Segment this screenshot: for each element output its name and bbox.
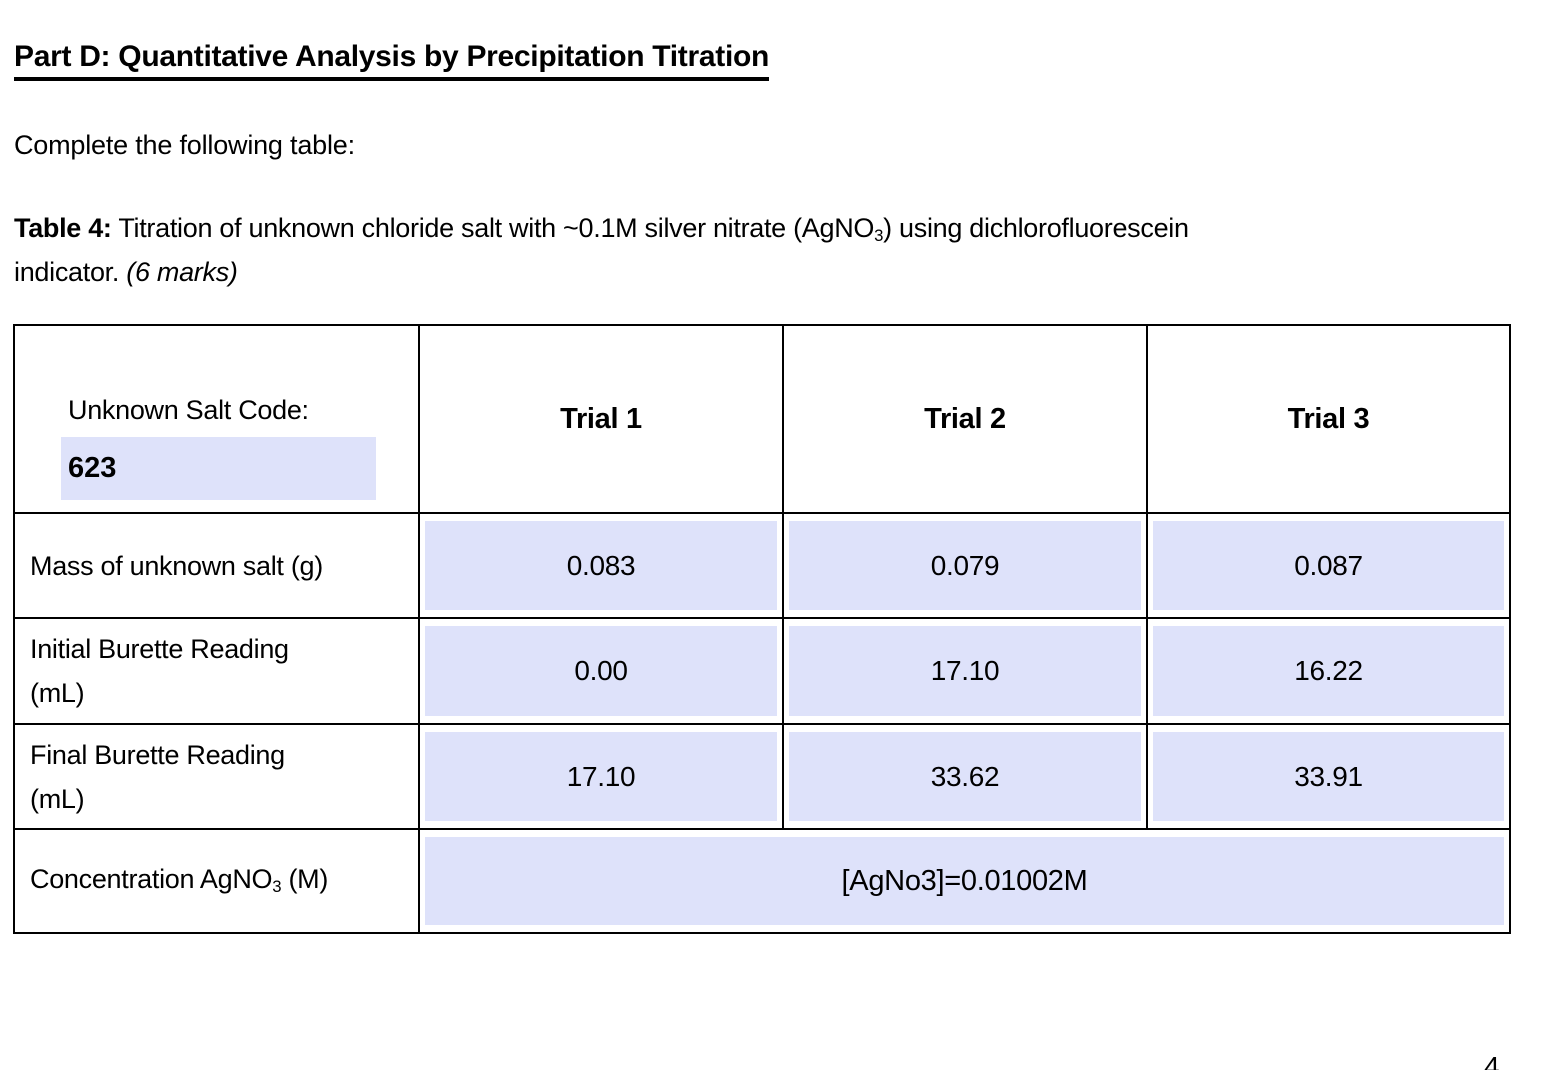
table-caption-line2: indicator. (6 marks) [14, 252, 1554, 293]
page-number: 4 [1484, 1051, 1500, 1070]
final-burette-trial-1-field[interactable]: 17.10 [425, 732, 777, 821]
final-burette-row-label: Final Burette Reading (mL) [13, 723, 420, 830]
table-caption-text-post: ) using dichlorofluorescein [883, 213, 1189, 243]
final-burette-trial-2-cell: 33.62 [782, 723, 1148, 830]
mass-trial-3-field[interactable]: 0.087 [1153, 521, 1504, 610]
table-row-concentration: Concentration AgNO3 (M) [AgNo3]=0.01002M [13, 828, 1511, 934]
mass-trial-2-field[interactable]: 0.079 [789, 521, 1141, 610]
table-caption-marks: (6 marks) [126, 257, 238, 287]
titration-table: Unknown Salt Code: 623 Trial 1 Trial 2 T… [13, 324, 1511, 934]
table-row-mass: Mass of unknown salt (g) 0.083 0.079 0.0… [13, 512, 1511, 619]
table-row-final-burette: Final Burette Reading (mL) 17.10 33.62 3… [13, 723, 1511, 830]
initial-burette-trial-2-cell: 17.10 [782, 617, 1148, 725]
table-caption-text-pre: Titration of unknown chloride salt with … [111, 213, 875, 243]
initial-burette-trial-2-field[interactable]: 17.10 [789, 626, 1141, 716]
mass-trial-1-field[interactable]: 0.083 [425, 521, 777, 610]
initial-burette-trial-1-cell: 0.00 [418, 617, 784, 725]
table-caption-subscript: 3 [874, 226, 884, 246]
intro-text: Complete the following table: [14, 130, 355, 160]
final-burette-trial-2-field[interactable]: 33.62 [789, 732, 1141, 821]
concentration-label-pre: Concentration AgNO [30, 864, 273, 894]
trial-1-header: Trial 1 [418, 324, 784, 514]
final-burette-trial-3-cell: 33.91 [1146, 723, 1511, 830]
table-row-initial-burette: Initial Burette Reading (mL) 0.00 17.10 … [13, 617, 1511, 725]
salt-code-label: Unknown Salt Code: [68, 394, 309, 425]
trial-3-header: Trial 3 [1146, 324, 1511, 514]
initial-burette-trial-1-field[interactable]: 0.00 [425, 626, 777, 716]
concentration-value-field[interactable]: [AgNo3]=0.01002M [425, 837, 1504, 925]
concentration-row-label: Concentration AgNO3 (M) [13, 828, 420, 934]
salt-code-field[interactable]: 623 [61, 436, 376, 500]
initial-burette-row-label: Initial Burette Reading (mL) [13, 617, 420, 725]
table-caption: Table 4: Titration of unknown chloride s… [14, 208, 1554, 293]
concentration-value-cell: [AgNo3]=0.01002M [418, 828, 1511, 934]
table-caption-line1: Table 4: Titration of unknown chloride s… [14, 208, 1554, 252]
trial-2-header: Trial 2 [782, 324, 1148, 514]
table-caption-label: Table 4: [14, 213, 112, 243]
mass-trial-3-cell: 0.087 [1146, 512, 1511, 619]
table-caption-indicator: indicator. [14, 257, 127, 287]
final-burette-trial-3-field[interactable]: 33.91 [1153, 732, 1504, 821]
salt-code-cell: Unknown Salt Code: 623 [13, 324, 420, 514]
mass-trial-1-cell: 0.083 [418, 512, 784, 619]
concentration-label-post: (M) [281, 864, 329, 894]
mass-trial-2-cell: 0.079 [782, 512, 1148, 619]
concentration-label-subscript: 3 [272, 877, 282, 897]
page-title: Part D: Quantitative Analysis by Precipi… [14, 40, 769, 81]
table-header-row: Unknown Salt Code: 623 Trial 1 Trial 2 T… [13, 324, 1511, 514]
mass-row-label: Mass of unknown salt (g) [13, 512, 420, 619]
final-burette-trial-1-cell: 17.10 [418, 723, 784, 830]
initial-burette-trial-3-field[interactable]: 16.22 [1153, 626, 1504, 716]
initial-burette-trial-3-cell: 16.22 [1146, 617, 1511, 725]
